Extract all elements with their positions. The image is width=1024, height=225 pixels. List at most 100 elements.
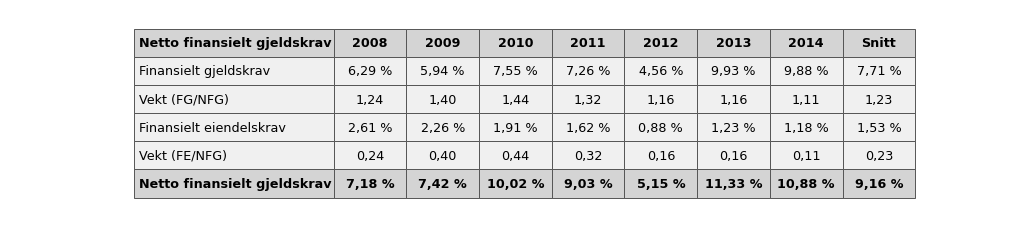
Bar <box>625 114 697 142</box>
Bar <box>479 142 552 170</box>
Bar <box>407 114 479 142</box>
Bar <box>625 170 697 198</box>
Bar <box>134 86 334 114</box>
Text: 10,88 %: 10,88 % <box>777 177 835 190</box>
Text: Vekt (FE/NFG): Vekt (FE/NFG) <box>138 149 226 162</box>
Text: 1,40: 1,40 <box>428 93 457 106</box>
Bar <box>697 170 770 198</box>
Text: Finansielt gjeldskrav: Finansielt gjeldskrav <box>138 65 270 78</box>
Bar <box>625 30 697 58</box>
Text: Snitt: Snitt <box>861 37 896 50</box>
Text: 2014: 2014 <box>788 37 824 50</box>
Text: 1,32: 1,32 <box>573 93 602 106</box>
Bar <box>479 30 552 58</box>
Bar <box>625 58 697 86</box>
Text: 9,03 %: 9,03 % <box>564 177 612 190</box>
Bar <box>625 86 697 114</box>
Text: 7,55 %: 7,55 % <box>493 65 538 78</box>
Text: 1,16: 1,16 <box>719 93 748 106</box>
Text: 0,44: 0,44 <box>502 149 529 162</box>
Text: Netto finansielt gjeldskrav: Netto finansielt gjeldskrav <box>138 177 331 190</box>
Text: Vekt (FG/NFG): Vekt (FG/NFG) <box>138 93 228 106</box>
Text: 7,18 %: 7,18 % <box>346 177 394 190</box>
Bar <box>479 114 552 142</box>
Text: 1,91 %: 1,91 % <box>494 121 538 134</box>
Bar <box>697 142 770 170</box>
Bar <box>407 86 479 114</box>
Bar <box>134 114 334 142</box>
Text: 10,02 %: 10,02 % <box>486 177 544 190</box>
Text: 2008: 2008 <box>352 37 388 50</box>
Bar <box>407 142 479 170</box>
Text: 0,24: 0,24 <box>356 149 384 162</box>
Bar <box>334 114 407 142</box>
Bar <box>843 170 915 198</box>
Text: 1,24: 1,24 <box>356 93 384 106</box>
Bar <box>770 170 843 198</box>
Text: 9,88 %: 9,88 % <box>784 65 828 78</box>
Text: 1,23: 1,23 <box>864 93 893 106</box>
Text: 1,44: 1,44 <box>502 93 529 106</box>
Bar <box>770 142 843 170</box>
Bar <box>134 170 334 198</box>
Bar <box>134 30 334 58</box>
Text: 7,71 %: 7,71 % <box>856 65 901 78</box>
Text: 0,16: 0,16 <box>646 149 675 162</box>
Bar <box>770 114 843 142</box>
Text: 5,15 %: 5,15 % <box>637 177 685 190</box>
Text: 2012: 2012 <box>643 37 679 50</box>
Bar <box>334 170 407 198</box>
Text: 4,56 %: 4,56 % <box>639 65 683 78</box>
Bar <box>552 142 625 170</box>
Bar <box>552 86 625 114</box>
Bar <box>407 30 479 58</box>
Bar <box>134 142 334 170</box>
Bar <box>552 170 625 198</box>
Text: 9,16 %: 9,16 % <box>855 177 903 190</box>
Bar <box>407 58 479 86</box>
Text: 6,29 %: 6,29 % <box>348 65 392 78</box>
Bar <box>552 114 625 142</box>
Text: 2,61 %: 2,61 % <box>348 121 392 134</box>
Bar <box>552 58 625 86</box>
Bar <box>334 86 407 114</box>
Text: 2,26 %: 2,26 % <box>421 121 465 134</box>
Text: 9,93 %: 9,93 % <box>712 65 756 78</box>
Bar <box>407 170 479 198</box>
Bar <box>697 58 770 86</box>
Text: 7,42 %: 7,42 % <box>419 177 467 190</box>
Text: 0,11: 0,11 <box>792 149 820 162</box>
Bar <box>625 142 697 170</box>
Text: 1,11: 1,11 <box>792 93 820 106</box>
Text: 2013: 2013 <box>716 37 752 50</box>
Text: 0,88 %: 0,88 % <box>638 121 683 134</box>
Text: 0,23: 0,23 <box>864 149 893 162</box>
Text: 5,94 %: 5,94 % <box>421 65 465 78</box>
Bar <box>479 170 552 198</box>
Bar <box>770 58 843 86</box>
Text: Netto finansielt gjeldskrav: Netto finansielt gjeldskrav <box>138 37 331 50</box>
Text: 0,16: 0,16 <box>719 149 748 162</box>
Text: 1,16: 1,16 <box>646 93 675 106</box>
Bar <box>334 58 407 86</box>
Text: 2011: 2011 <box>570 37 606 50</box>
Text: 1,23 %: 1,23 % <box>712 121 756 134</box>
Text: 1,53 %: 1,53 % <box>856 121 901 134</box>
Bar <box>334 142 407 170</box>
Text: 0,40: 0,40 <box>428 149 457 162</box>
Bar <box>843 114 915 142</box>
Bar <box>770 30 843 58</box>
Bar <box>843 58 915 86</box>
Text: Finansielt eiendelskrav: Finansielt eiendelskrav <box>138 121 286 134</box>
Bar <box>552 30 625 58</box>
Bar <box>843 142 915 170</box>
Bar <box>697 114 770 142</box>
Text: 1,62 %: 1,62 % <box>566 121 610 134</box>
Text: 11,33 %: 11,33 % <box>705 177 762 190</box>
Bar <box>134 58 334 86</box>
Text: 0,32: 0,32 <box>573 149 602 162</box>
Bar <box>334 30 407 58</box>
Bar <box>843 86 915 114</box>
Bar <box>770 86 843 114</box>
Text: 7,26 %: 7,26 % <box>566 65 610 78</box>
